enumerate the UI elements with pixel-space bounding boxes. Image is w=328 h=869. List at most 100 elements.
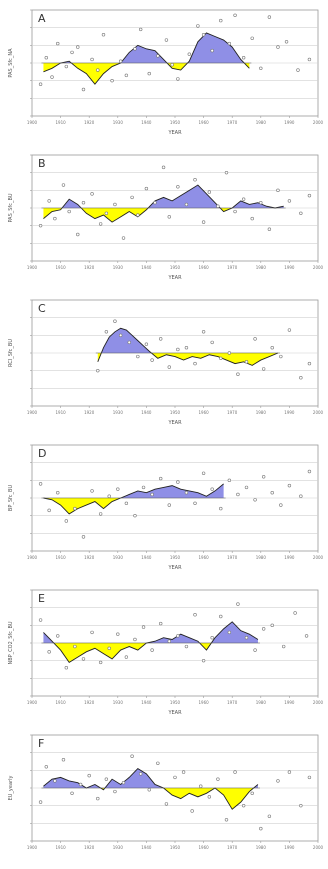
- data-point: [164, 802, 169, 806]
- data-point: [207, 795, 212, 799]
- x-tick-label: 1950: [170, 410, 181, 415]
- x-tick-label: 1900: [27, 555, 38, 560]
- panel-letter: D: [38, 447, 46, 460]
- data-point: [167, 215, 171, 219]
- data-point: [259, 826, 263, 831]
- data-point: [47, 508, 51, 513]
- data-point: [279, 503, 283, 507]
- data-point: [210, 487, 214, 491]
- data-point: [81, 535, 86, 539]
- data-point: [118, 59, 123, 63]
- data-point: [98, 512, 103, 516]
- data-point: [110, 78, 114, 83]
- x-tick-label: 1970: [227, 410, 238, 415]
- data-point: [124, 73, 129, 78]
- data-point: [141, 625, 146, 629]
- data-point: [38, 223, 43, 228]
- x-axis-label: YEAR: [167, 420, 182, 426]
- data-point: [287, 199, 292, 203]
- x-tick-label: 1990: [284, 265, 295, 270]
- x-axis-label: YEAR: [167, 710, 182, 716]
- x-tick-label: 1900: [27, 410, 38, 415]
- x-tick-label: 1930: [113, 410, 124, 415]
- data-point: [38, 800, 43, 804]
- data-point: [210, 635, 214, 640]
- x-tick-label: 1970: [227, 265, 238, 270]
- data-point: [121, 780, 126, 785]
- data-point: [259, 66, 263, 71]
- x-tick-label: 1920: [84, 700, 95, 705]
- data-point: [284, 40, 289, 44]
- negative-area: [43, 498, 224, 514]
- data-point: [107, 646, 111, 651]
- x-tick-label: 1910: [56, 265, 67, 270]
- data-point: [201, 33, 206, 37]
- data-point: [250, 216, 254, 221]
- x-tick-label: 1990: [284, 555, 295, 560]
- data-point: [193, 361, 197, 366]
- y-axis-label: BP_Sfc_BU: [8, 485, 14, 512]
- data-point: [299, 803, 303, 808]
- data-point: [138, 27, 143, 32]
- data-point: [176, 347, 180, 352]
- x-tick-label: 1920: [84, 555, 95, 560]
- x-tick-label: 2000: [313, 120, 324, 125]
- data-point: [124, 655, 129, 659]
- data-point: [153, 200, 157, 205]
- data-point: [56, 634, 60, 638]
- data-point: [241, 197, 246, 201]
- x-tick-label: 1920: [84, 845, 95, 850]
- data-point: [241, 55, 246, 60]
- data-point: [44, 55, 48, 60]
- x-tick-label: 1920: [84, 265, 95, 270]
- x-tick-label: 2000: [313, 410, 324, 415]
- data-point: [64, 64, 69, 69]
- data-point: [38, 82, 43, 86]
- data-point: [141, 485, 146, 490]
- data-point: [307, 193, 312, 198]
- data-point: [210, 48, 214, 53]
- x-tick-label: 1980: [256, 845, 267, 850]
- data-point: [184, 345, 189, 350]
- data-point: [156, 761, 160, 765]
- x-tick-label: 1980: [256, 265, 267, 270]
- data-point: [56, 41, 60, 46]
- x-tick-label: 1910: [56, 410, 67, 415]
- data-point: [227, 630, 232, 635]
- data-point: [267, 814, 272, 818]
- x-tick-label: 1960: [199, 700, 210, 705]
- y-axis-label: EU_yearly: [8, 776, 14, 801]
- panel-letter: C: [38, 302, 46, 315]
- data-point: [287, 770, 292, 774]
- data-point: [233, 770, 237, 774]
- smoothed-curve: [43, 32, 250, 85]
- data-point: [138, 772, 143, 776]
- data-point: [38, 618, 43, 622]
- data-point: [156, 54, 160, 58]
- x-axis-label: YEAR: [167, 275, 182, 281]
- data-point: [176, 77, 180, 81]
- x-tick-label: 1900: [27, 120, 38, 125]
- data-point: [67, 209, 71, 214]
- smoothed-curve: [97, 327, 279, 366]
- data-point: [176, 185, 180, 189]
- data-point: [133, 513, 137, 518]
- data-point: [38, 482, 43, 486]
- positive-area: [97, 328, 278, 353]
- data-point: [176, 480, 180, 484]
- x-tick-label: 1970: [227, 700, 238, 705]
- x-tick-label: 1920: [84, 120, 95, 125]
- data-point: [227, 478, 232, 483]
- negative-area: [43, 788, 258, 810]
- data-point: [73, 644, 77, 649]
- data-point: [267, 227, 272, 231]
- data-point: [90, 57, 94, 62]
- data-point: [293, 611, 297, 615]
- chart-panel-3: 1900 1910 1920 1930 1940 1950 1960 1970 1980 1990…: [8, 299, 324, 426]
- data-point: [116, 487, 120, 491]
- data-point: [76, 232, 80, 237]
- data-point: [133, 47, 137, 51]
- data-point: [299, 494, 303, 498]
- x-tick-label: 1910: [56, 555, 67, 560]
- data-point: [90, 630, 94, 635]
